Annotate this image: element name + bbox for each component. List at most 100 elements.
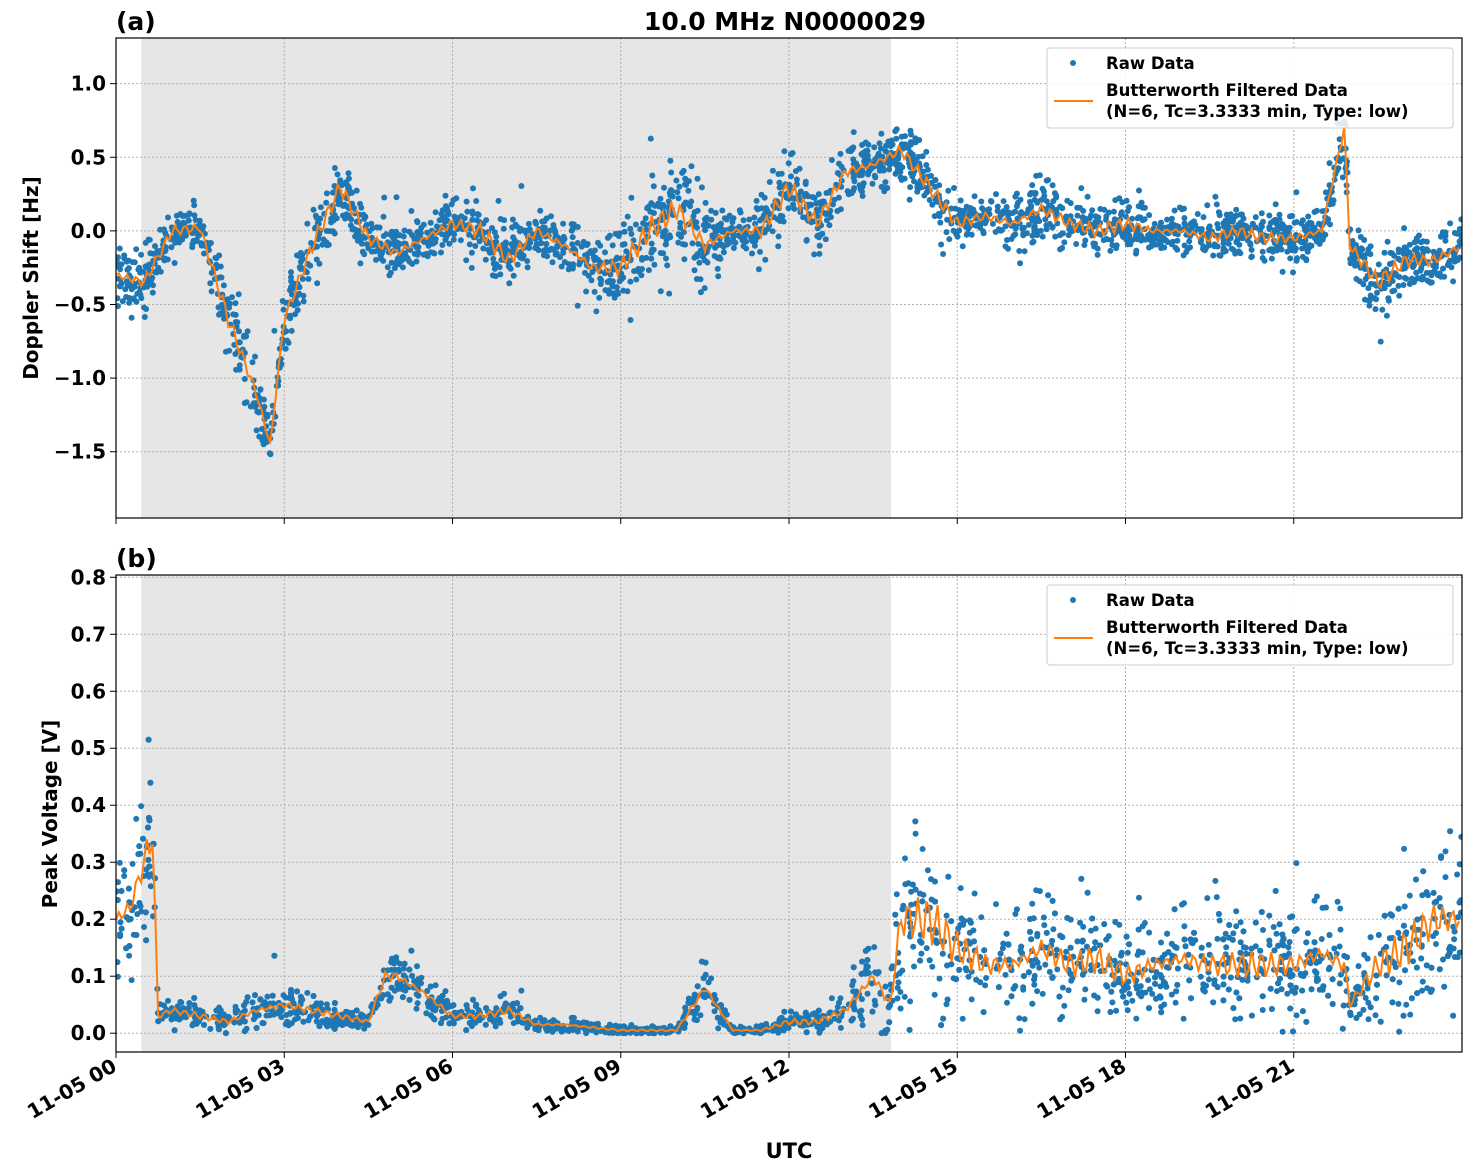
raw-point	[1344, 954, 1350, 960]
raw-point	[150, 290, 156, 296]
raw-point	[1012, 231, 1018, 237]
raw-point	[692, 267, 698, 273]
raw-point	[283, 346, 289, 352]
raw-point	[306, 276, 312, 282]
raw-point	[121, 873, 127, 879]
raw-point	[1059, 245, 1065, 251]
raw-point	[668, 187, 674, 193]
raw-point	[598, 277, 604, 283]
raw-point	[640, 220, 646, 226]
raw-point	[446, 241, 452, 247]
raw-point	[443, 193, 449, 199]
raw-point	[1315, 977, 1321, 983]
raw-point	[216, 312, 222, 318]
raw-point	[1136, 895, 1142, 901]
raw-point	[414, 963, 420, 969]
raw-point	[1335, 899, 1341, 905]
legend-raw-marker	[1070, 60, 1076, 66]
raw-point	[610, 242, 616, 248]
raw-point	[907, 197, 913, 203]
raw-point	[443, 234, 449, 240]
raw-point	[1146, 212, 1152, 218]
raw-point	[698, 276, 704, 282]
raw-point	[532, 219, 538, 225]
raw-point	[393, 243, 399, 249]
raw-point	[1059, 1014, 1065, 1020]
raw-point	[1175, 966, 1181, 972]
raw-point	[951, 185, 957, 191]
raw-point	[469, 250, 475, 256]
raw-point	[234, 319, 240, 325]
raw-point	[1420, 238, 1426, 244]
raw-point	[1260, 1007, 1266, 1013]
raw-point	[439, 216, 445, 222]
raw-point	[1202, 247, 1208, 253]
raw-point	[463, 1027, 469, 1033]
raw-point	[131, 295, 137, 301]
raw-point	[1401, 923, 1407, 929]
raw-point	[690, 240, 696, 246]
raw-point	[332, 1007, 338, 1013]
raw-point	[953, 976, 959, 982]
raw-point	[1458, 834, 1464, 840]
raw-point	[786, 205, 792, 211]
raw-point	[1440, 266, 1446, 272]
raw-point	[853, 160, 859, 166]
raw-point	[910, 171, 916, 177]
raw-point	[1027, 199, 1033, 205]
raw-point	[932, 992, 938, 998]
raw-point	[794, 177, 800, 183]
raw-point	[444, 998, 450, 1004]
raw-point	[423, 251, 429, 257]
raw-point	[117, 860, 123, 866]
raw-point	[897, 989, 903, 995]
raw-point	[1103, 937, 1109, 943]
raw-point	[741, 236, 747, 242]
raw-point	[1233, 990, 1239, 996]
raw-point	[1104, 984, 1110, 990]
raw-point	[1030, 218, 1036, 224]
raw-point	[483, 1022, 489, 1028]
raw-point	[501, 217, 507, 223]
raw-point	[1298, 239, 1304, 245]
raw-point	[1280, 1029, 1286, 1035]
raw-point	[593, 308, 599, 314]
raw-point	[364, 222, 370, 228]
raw-point	[1041, 915, 1047, 921]
raw-point	[1300, 254, 1306, 260]
raw-point	[569, 228, 575, 234]
raw-point	[713, 229, 719, 235]
raw-point	[314, 280, 320, 286]
raw-point	[568, 262, 574, 268]
raw-point	[1403, 1002, 1409, 1008]
raw-point	[386, 998, 392, 1004]
raw-point	[180, 220, 186, 226]
raw-point	[692, 209, 698, 215]
raw-point	[1044, 930, 1050, 936]
raw-point	[271, 328, 277, 334]
raw-point	[1214, 936, 1220, 942]
raw-point	[813, 200, 819, 206]
raw-point	[732, 240, 738, 246]
raw-point	[1095, 1008, 1101, 1014]
raw-point	[1238, 220, 1244, 226]
raw-point	[1340, 1026, 1346, 1032]
raw-point	[863, 155, 869, 161]
raw-point	[1050, 926, 1056, 932]
raw-point	[878, 131, 884, 137]
y-tick-label: 0.0	[71, 219, 106, 243]
y-tick-label: −1.5	[54, 440, 106, 464]
raw-point	[1331, 946, 1337, 952]
raw-point	[1186, 952, 1192, 958]
raw-point	[1135, 215, 1141, 221]
raw-point	[1004, 931, 1010, 937]
raw-point	[221, 1022, 227, 1028]
raw-point	[373, 257, 379, 263]
raw-point	[1368, 243, 1374, 249]
raw-point	[1425, 248, 1431, 254]
raw-point	[518, 1005, 524, 1011]
raw-point	[1253, 920, 1259, 926]
raw-point	[525, 264, 531, 270]
raw-point	[216, 1026, 222, 1032]
raw-point	[1382, 250, 1388, 256]
